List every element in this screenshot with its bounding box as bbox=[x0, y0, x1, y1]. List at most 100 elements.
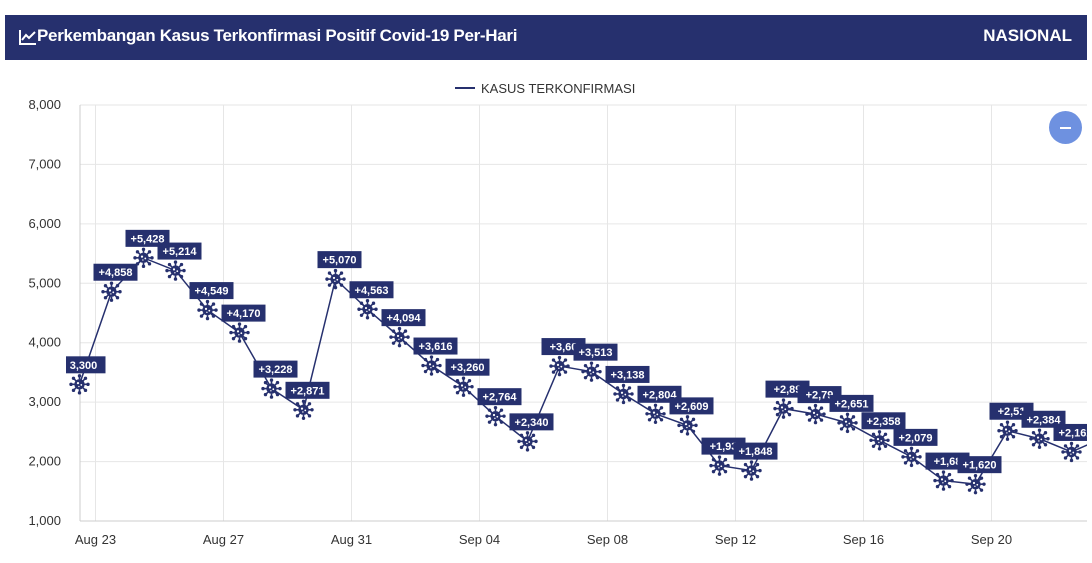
data-label-text: +5,214 bbox=[163, 246, 198, 258]
legend-line-swatch bbox=[455, 87, 475, 89]
data-label-text: +4,170 bbox=[227, 308, 261, 320]
data-label-box bbox=[1021, 410, 1066, 428]
data-label-text: +2,79 bbox=[806, 390, 834, 402]
data-label-box bbox=[221, 304, 266, 322]
data-label: +3,616 bbox=[413, 337, 458, 355]
virus-icon bbox=[741, 460, 762, 481]
data-label: +2,609 bbox=[669, 397, 714, 415]
data-label-box bbox=[957, 456, 1002, 474]
data-label-text: +4,094 bbox=[387, 313, 422, 325]
virus-icon bbox=[773, 398, 794, 419]
y-tick-label: 3,000 bbox=[28, 394, 61, 409]
virus-icon bbox=[197, 299, 218, 321]
x-tick-label: Aug 27 bbox=[203, 532, 244, 547]
data-label-text: +3,60 bbox=[550, 342, 578, 354]
zoom-out-button[interactable] bbox=[1049, 111, 1082, 144]
virus-icon bbox=[677, 415, 698, 436]
data-label-text: +2,764 bbox=[483, 392, 518, 404]
data-label-text: +4,563 bbox=[355, 285, 389, 297]
data-label-box bbox=[317, 251, 362, 269]
y-tick-label: 6,000 bbox=[28, 216, 61, 231]
data-label-box bbox=[285, 381, 330, 399]
data-label-text: +2,51 bbox=[998, 406, 1026, 418]
data-label: +5,214 bbox=[157, 242, 202, 260]
virus-icon bbox=[1061, 441, 1082, 463]
chart-title: Perkembangan Kasus Terkonfirmasi Positif… bbox=[37, 26, 518, 45]
data-label-text: +2,804 bbox=[643, 389, 678, 401]
data-label-text: +5,070 bbox=[323, 255, 357, 267]
data-label: +2,079 bbox=[893, 428, 938, 446]
virus-icon bbox=[261, 378, 282, 399]
virus-icon bbox=[389, 326, 410, 348]
data-label-text: +3,228 bbox=[259, 364, 293, 376]
virus-icon bbox=[229, 322, 250, 343]
data-label-box bbox=[445, 358, 490, 376]
data-label-box bbox=[477, 388, 522, 406]
data-label-text: +1,68 bbox=[934, 456, 962, 468]
virus-icon bbox=[1029, 428, 1050, 449]
data-label-box bbox=[413, 337, 458, 355]
data-label-text: +1,848 bbox=[739, 446, 773, 458]
data-label: +2,162 bbox=[1053, 423, 1092, 441]
y-tick-label: 8,000 bbox=[28, 97, 61, 112]
y-tick-label: 2,000 bbox=[28, 454, 61, 469]
virus-icon bbox=[69, 374, 90, 395]
data-label: +3,513 bbox=[573, 343, 618, 361]
y-tick-label: 7,000 bbox=[28, 156, 61, 171]
virus-icon bbox=[709, 455, 730, 476]
chart-legend[interactable]: KASUS TERKONFIRMASI bbox=[455, 79, 635, 97]
data-label: +2,358 bbox=[861, 412, 906, 430]
virus-icon bbox=[453, 376, 474, 397]
data-label-box bbox=[1053, 423, 1087, 441]
data-label-box bbox=[253, 360, 298, 378]
data-label-text: +3,138 bbox=[611, 369, 645, 381]
x-tick-label: Aug 23 bbox=[75, 532, 116, 547]
data-label: +2,764 bbox=[477, 388, 522, 406]
virus-icon bbox=[165, 260, 186, 281]
data-label-text: +1,620 bbox=[963, 460, 997, 472]
virus-icon bbox=[645, 403, 666, 424]
data-label-box bbox=[93, 263, 138, 281]
data-label-text: +4,549 bbox=[195, 286, 229, 298]
virus-icon bbox=[357, 299, 378, 320]
data-label-box bbox=[733, 442, 778, 460]
data-label: +2,384 bbox=[1021, 410, 1066, 428]
data-label-text: 3,300 bbox=[70, 360, 98, 372]
data-label-text: +2,358 bbox=[867, 416, 901, 428]
chart-header: Perkembangan Kasus Terkonfirmasi Positif… bbox=[5, 15, 1087, 60]
data-label: 3,300 bbox=[66, 356, 106, 374]
data-label-text: +2,340 bbox=[515, 417, 549, 429]
data-label-box bbox=[381, 309, 426, 327]
data-label-text: +2,89 bbox=[774, 384, 802, 396]
minus-icon bbox=[1060, 127, 1071, 129]
data-label-text: +3,513 bbox=[579, 347, 613, 359]
data-label: +4,858 bbox=[93, 263, 138, 281]
virus-icon bbox=[517, 431, 538, 452]
virus-icon bbox=[549, 355, 570, 377]
virus-icon bbox=[613, 383, 634, 405]
virus-icon bbox=[421, 355, 442, 376]
data-label-text: +2,162 bbox=[1059, 427, 1092, 439]
data-label: +2,651 bbox=[829, 394, 874, 412]
data-label: +1,620 bbox=[957, 456, 1002, 474]
legend-label: KASUS TERKONFIRMASI bbox=[481, 80, 636, 96]
y-tick-label: 5,000 bbox=[28, 275, 61, 290]
virus-icon bbox=[325, 268, 346, 290]
virus-icon bbox=[805, 403, 826, 425]
data-label-text: +3,260 bbox=[451, 362, 485, 374]
line-chart-icon bbox=[19, 30, 36, 45]
x-tick-label: Sep 08 bbox=[587, 532, 628, 547]
data-label: +3,138 bbox=[605, 365, 650, 383]
data-label: +5,070 bbox=[317, 251, 362, 269]
virus-icon bbox=[869, 430, 890, 451]
data-label-box bbox=[189, 282, 234, 300]
data-label-text: +2,871 bbox=[291, 385, 325, 397]
data-label: +2,871 bbox=[285, 381, 330, 399]
virus-icon bbox=[997, 420, 1018, 441]
virus-icon bbox=[293, 399, 314, 421]
data-label-box bbox=[829, 394, 874, 412]
data-label-text: +5,428 bbox=[131, 233, 165, 245]
virus-icon bbox=[581, 361, 602, 382]
data-label-text: +2,651 bbox=[835, 398, 869, 410]
